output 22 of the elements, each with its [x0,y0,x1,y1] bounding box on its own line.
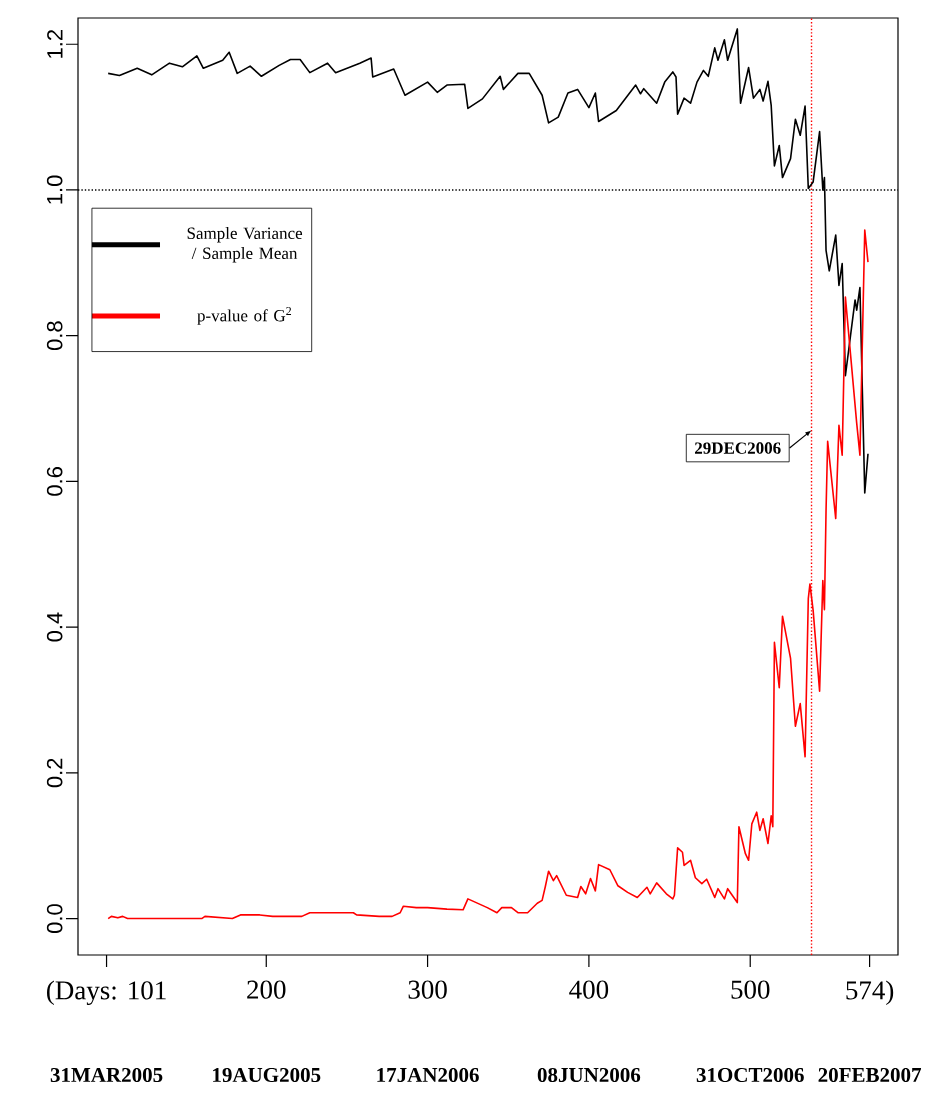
ref-line-label: 29DEC2006 [695,442,781,454]
x-tick-label: 300 [408,980,447,999]
text: 08JUN2006 [537,1067,641,1083]
x-tick-label: (Days: 101 [47,980,166,1006]
legend-label: Sample Variance / Sample Mean [187,227,303,263]
y-tick-label: 1.2 [47,30,63,58]
legend-label: p-value of G$^{2}$ [197,307,292,325]
y-tick-label: 0.0 [46,904,63,933]
x-tick-label: 200 [247,980,286,999]
y-tick-label: 0.6 [46,467,63,496]
y-tick-label: 1.0 [46,175,63,204]
y-tick-label: 0.2 [46,758,63,788]
x-tick-label: 400 [569,980,609,999]
text: 17JAN2006 [377,1067,479,1083]
y-tick-label: 0.4 [46,612,63,642]
text: 31OCT2006 [696,1067,804,1083]
text: 19AUG2005 [213,1067,321,1083]
x-tick-label: 500 [731,980,770,999]
text: 31MAR2005 [50,1067,163,1083]
text: 20FEB2007 [818,1067,922,1083]
x-tick-label: 574) [846,980,894,1006]
y-tick-label: 0.8 [46,321,63,351]
